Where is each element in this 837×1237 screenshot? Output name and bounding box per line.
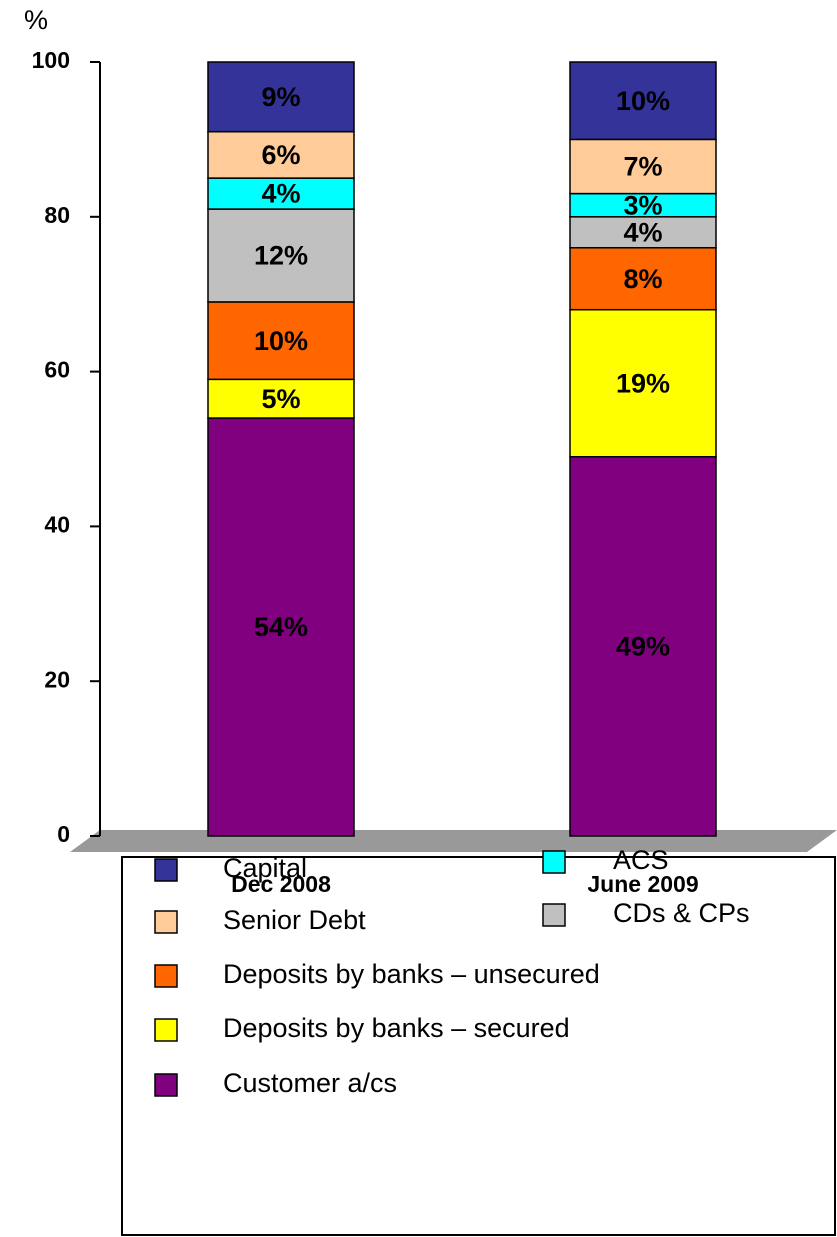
value-label: 10%: [254, 326, 308, 356]
bar-segment: [569, 455, 717, 837]
legend-swatch: [154, 1018, 178, 1042]
value-label: 12%: [254, 241, 308, 271]
y-tick-label: 80: [44, 202, 70, 228]
y-tick-label: 60: [44, 357, 70, 383]
y-tick-label: 40: [44, 511, 70, 537]
legend-swatch: [154, 910, 178, 934]
legend-label: CDs & CPs: [613, 898, 750, 928]
legend-swatch: [542, 850, 566, 874]
y-tick-label: 100: [32, 47, 70, 73]
value-label: 7%: [623, 152, 662, 182]
legend-swatch: [542, 903, 566, 927]
legend-label: Customer a/cs: [223, 1068, 397, 1098]
legend-label: Deposits by banks – unsecured: [223, 959, 600, 989]
y-axis-label: %: [24, 5, 48, 35]
value-label: 49%: [616, 631, 670, 661]
value-label: 10%: [616, 86, 670, 116]
value-label: 3%: [623, 190, 662, 220]
bar-segment: [569, 138, 717, 195]
bar-segment: [207, 61, 355, 133]
bar-segment: [207, 177, 355, 210]
bar-segment: [207, 301, 355, 381]
bar-segment: [207, 378, 355, 419]
bar-segment: [569, 247, 717, 311]
legend-swatch: [154, 964, 178, 988]
bar-segment: [569, 308, 717, 458]
legend-label: Deposits by banks – secured: [223, 1013, 570, 1043]
value-label: 5%: [261, 384, 300, 414]
value-label: 9%: [261, 82, 300, 112]
value-label: 8%: [623, 264, 662, 294]
bar-segment: [207, 208, 355, 303]
value-label: 19%: [616, 368, 670, 398]
y-tick-label: 0: [57, 821, 70, 847]
legend-label: Capital: [223, 853, 307, 883]
legend-label: ACS: [613, 845, 669, 875]
floor: [70, 830, 837, 852]
bar-segment: [207, 417, 355, 837]
bar-segment: [569, 61, 717, 141]
value-label: 54%: [254, 612, 308, 642]
legend-label: Senior Debt: [223, 905, 366, 935]
x-tick-label: June 2009: [587, 871, 698, 897]
value-label: 4%: [261, 179, 300, 209]
value-label: 4%: [623, 217, 662, 247]
bar-segment: [569, 216, 717, 249]
x-tick-label: Dec 2008: [231, 871, 331, 897]
value-label: 6%: [261, 140, 300, 170]
legend-box: [121, 856, 836, 1236]
legend-swatch: [154, 1073, 178, 1097]
bar-segment: [207, 130, 355, 179]
y-tick-label: 20: [44, 666, 70, 692]
legend-swatch: [154, 858, 178, 882]
